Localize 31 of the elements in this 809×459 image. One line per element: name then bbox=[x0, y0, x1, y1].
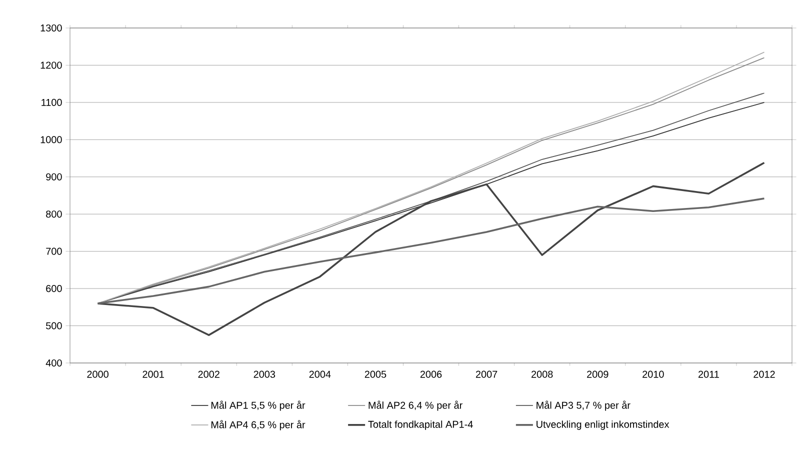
line-series bbox=[96, 162, 766, 336]
y-tick-label: 1100 bbox=[42, 98, 62, 106]
y-tick-label: 1200 bbox=[40, 62, 62, 69]
x-tick-label: 2009 bbox=[587, 370, 608, 378]
y-tick-label: 500 bbox=[46, 322, 62, 330]
y-tick-label: 1000 bbox=[40, 136, 62, 144]
legend-label: Mål AP1 5,5 % per år bbox=[211, 400, 306, 411]
x-tick-label: 2010 bbox=[642, 370, 664, 378]
legend-label: Totalt fondkapital AP1-4 bbox=[368, 420, 473, 430]
x-tick-label: 2006 bbox=[420, 370, 442, 378]
x-tick-label: 2007 bbox=[476, 370, 498, 378]
y-tick-label: 900 bbox=[46, 173, 62, 180]
y-tick-label: 400 bbox=[46, 359, 62, 367]
x-tick-label: 2004 bbox=[309, 370, 331, 378]
y-tick-label: 700 bbox=[46, 248, 62, 255]
legend-label: Mål AP2 6,4 % per år bbox=[368, 400, 462, 411]
x-tick-label: 2008 bbox=[532, 370, 553, 378]
legend-label: Utveckling enligt inkomstindex bbox=[536, 420, 670, 430]
x-tick-label: 2003 bbox=[254, 370, 276, 378]
legend-label: Mål AP3 5,7 % per år bbox=[536, 400, 630, 411]
line-series bbox=[96, 198, 766, 304]
x-tick-label: 2000 bbox=[87, 370, 108, 378]
x-tick-label: 2001 bbox=[142, 370, 164, 378]
x-tick-label: 2005 bbox=[364, 370, 386, 378]
legend-label: Mål AP4 6,5 % per år bbox=[211, 420, 306, 430]
x-tick-label: 2011 bbox=[698, 370, 719, 378]
y-tick-label: 600 bbox=[46, 285, 62, 292]
x-tick-label: 2002 bbox=[198, 370, 220, 378]
x-tick-label: 2012 bbox=[754, 370, 775, 378]
y-tick-label: 1300 bbox=[40, 24, 62, 32]
y-tick-label: 800 bbox=[46, 210, 62, 218]
